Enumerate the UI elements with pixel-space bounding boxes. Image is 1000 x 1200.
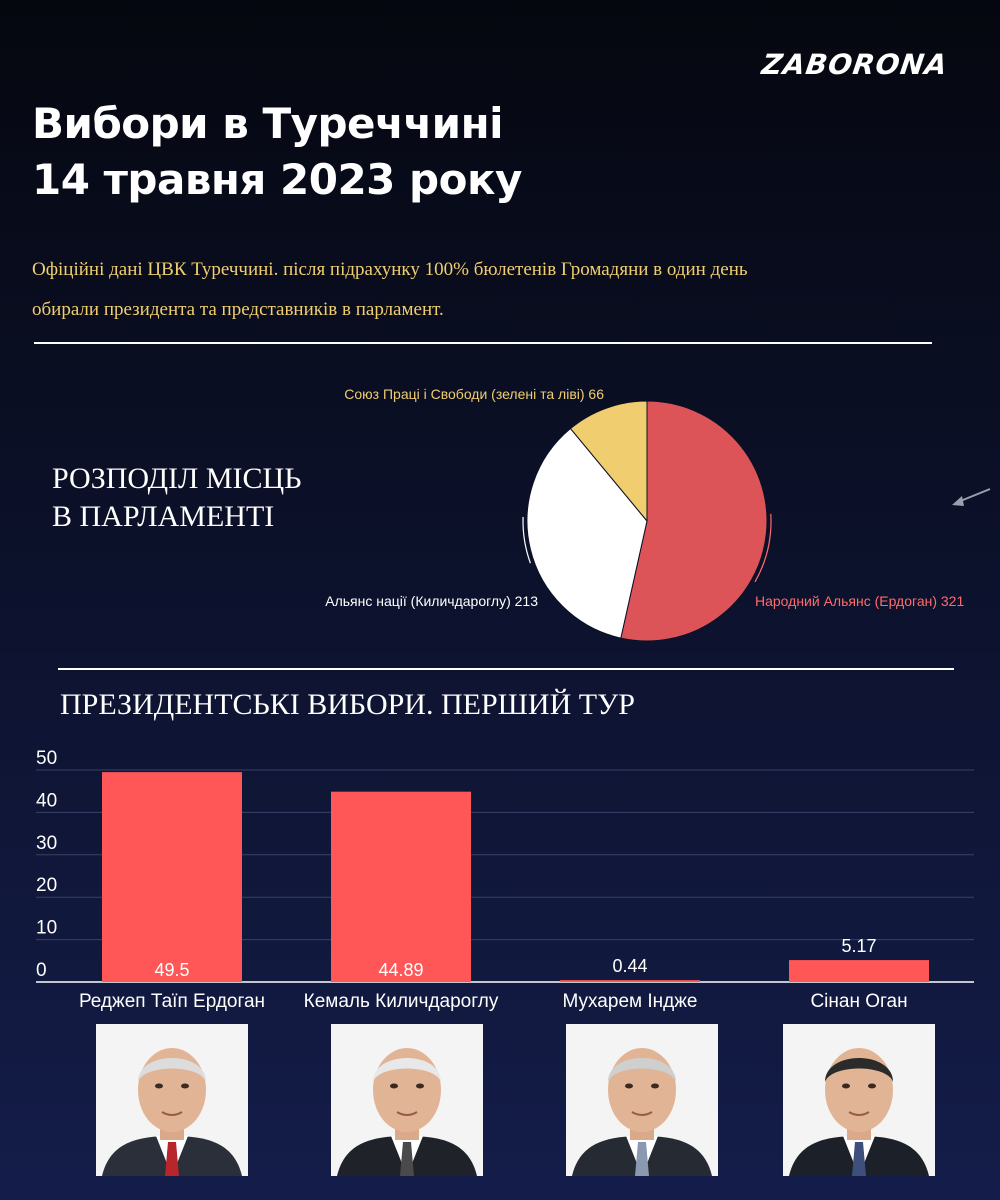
pie-label-0: Народний Альянс (Ердоган) 321 bbox=[755, 593, 964, 609]
presidential-bar-chart: 0 10 20 30 40 50 49.5 Реджеп Таїп Ердоган 44.89 К… bbox=[36, 748, 974, 1012]
pie-label-1: Альянс нації (Киличдароглу) 213 bbox=[325, 593, 538, 609]
bar-value-label-3: 5.17 bbox=[841, 936, 876, 956]
title-line-1: Вибори в Туреччині bbox=[32, 99, 504, 148]
category-label-0: Реджеп Таїп Ердоган bbox=[79, 991, 265, 1012]
bar-value-label-1: 44.89 bbox=[378, 960, 423, 980]
bar-value-label-2: 0.44 bbox=[612, 956, 647, 976]
pie-leader-0 bbox=[754, 513, 772, 583]
y-tick-label-5: 50 bbox=[36, 748, 57, 769]
title-line-2: 14 травня 2023 року bbox=[32, 155, 522, 204]
subtitle-line-1: Офіційні дані ЦВК Туреччині. після підра… bbox=[32, 259, 748, 280]
category-label-2: Мухарем Інджe bbox=[562, 991, 697, 1012]
pie-leader-1 bbox=[522, 517, 531, 564]
divider-middle bbox=[58, 668, 954, 670]
y-tick-label-0: 0 bbox=[36, 960, 47, 981]
y-tick-label-3: 30 bbox=[36, 833, 57, 854]
parliament-heading-line-2: В ПАРЛАМЕНТІ bbox=[52, 500, 275, 533]
page-subtitle: Офіційні дані ЦВК Туреччині. після підра… bbox=[32, 250, 892, 330]
subtitle-line-2: обирали президента та представників в па… bbox=[32, 299, 444, 320]
y-tick-label-1: 10 bbox=[36, 918, 57, 939]
page-title: Вибори в Туреччині 14 травня 2023 року bbox=[32, 96, 522, 208]
parliament-heading-line-1: РОЗПОДІЛ МІСЦЬ bbox=[52, 462, 302, 495]
parliament-heading: РОЗПОДІЛ МІСЦЬ В ПАРЛАМЕНТІ bbox=[52, 460, 301, 536]
parliament-pie-chart: Народний Альянс (Ердоган) 321 Альянс наці… bbox=[325, 386, 964, 642]
zaborona-logo: ZABORONA bbox=[759, 48, 950, 81]
candidate-photo-0 bbox=[96, 1024, 248, 1176]
bar-1 bbox=[331, 791, 471, 982]
bar-2 bbox=[560, 980, 700, 982]
y-tick-label-2: 20 bbox=[36, 875, 57, 896]
candidate-photo-3 bbox=[783, 1024, 935, 1176]
bar-0 bbox=[102, 772, 242, 982]
pie-slice-1 bbox=[526, 427, 648, 639]
candidate-photo-1 bbox=[331, 1024, 483, 1176]
category-label-1: Кемаль Киличдароглу bbox=[304, 991, 499, 1012]
bar-3 bbox=[789, 960, 929, 982]
candidate-photo-2 bbox=[566, 1024, 718, 1176]
category-label-3: Сінан Оган bbox=[810, 991, 907, 1012]
pie-slice-2 bbox=[569, 400, 648, 523]
y-tick-label-4: 40 bbox=[36, 790, 57, 811]
arrow-icon bbox=[952, 488, 991, 506]
bar-value-label-0: 49.5 bbox=[154, 960, 189, 980]
pie-slice-0 bbox=[620, 400, 768, 642]
presidential-heading: ПРЕЗИДЕНТСЬКІ ВИБОРИ. ПЕРШИЙ ТУР bbox=[60, 688, 635, 721]
pie-label-2: Союз Праці і Свободи (зелені та ліві) 66 bbox=[344, 386, 604, 402]
divider-top bbox=[34, 342, 932, 344]
